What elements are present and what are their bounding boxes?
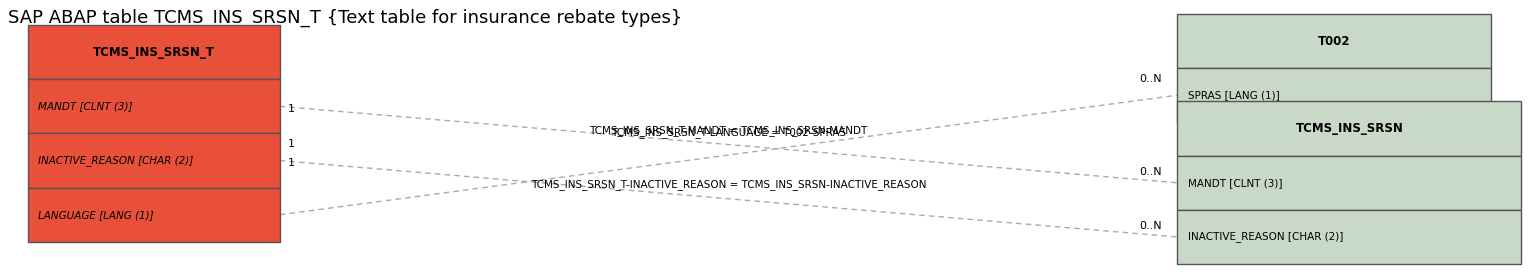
Text: TCMS_INS_SRSN_T-MANDT = TCMS_INS_SRSN-MANDT: TCMS_INS_SRSN_T-MANDT = TCMS_INS_SRSN-MA… xyxy=(590,125,867,136)
Text: INACTIVE_REASON [CHAR (2)]: INACTIVE_REASON [CHAR (2)] xyxy=(38,155,194,166)
Text: 0..N: 0..N xyxy=(1139,167,1162,177)
FancyBboxPatch shape xyxy=(1177,101,1521,156)
FancyBboxPatch shape xyxy=(1177,68,1491,122)
FancyBboxPatch shape xyxy=(28,25,280,79)
Text: 1: 1 xyxy=(287,104,295,114)
Text: MANDT [CLNT (3)]: MANDT [CLNT (3)] xyxy=(38,101,133,111)
FancyBboxPatch shape xyxy=(1177,14,1491,68)
Text: T002: T002 xyxy=(1318,34,1350,48)
Text: 1: 1 xyxy=(287,139,295,149)
FancyBboxPatch shape xyxy=(28,79,280,133)
FancyBboxPatch shape xyxy=(1177,210,1521,264)
Text: LANGUAGE [LANG (1)]: LANGUAGE [LANG (1)] xyxy=(38,210,154,220)
Text: 1: 1 xyxy=(287,158,295,168)
Text: TCMS_INS_SRSN_T-LANGUAGE = T002-SPRAS: TCMS_INS_SRSN_T-LANGUAGE = T002-SPRAS xyxy=(612,127,846,138)
FancyBboxPatch shape xyxy=(28,188,280,242)
Text: TCMS_INS_SRSN: TCMS_INS_SRSN xyxy=(1295,122,1404,135)
Text: 0..N: 0..N xyxy=(1139,221,1162,231)
Text: INACTIVE_REASON [CHAR (2)]: INACTIVE_REASON [CHAR (2)] xyxy=(1188,232,1344,242)
Text: SAP ABAP table TCMS_INS_SRSN_T {Text table for insurance rebate types}: SAP ABAP table TCMS_INS_SRSN_T {Text tab… xyxy=(8,8,682,27)
Text: 0..N: 0..N xyxy=(1139,74,1162,83)
Text: TCMS_INS_SRSN_T-INACTIVE_REASON = TCMS_INS_SRSN-INACTIVE_REASON: TCMS_INS_SRSN_T-INACTIVE_REASON = TCMS_I… xyxy=(531,180,927,190)
FancyBboxPatch shape xyxy=(1177,156,1521,210)
FancyBboxPatch shape xyxy=(28,133,280,188)
Text: TCMS_INS_SRSN_T: TCMS_INS_SRSN_T xyxy=(93,46,214,59)
Text: MANDT [CLNT (3)]: MANDT [CLNT (3)] xyxy=(1188,178,1283,188)
Text: SPRAS [LANG (1)]: SPRAS [LANG (1)] xyxy=(1188,90,1280,100)
